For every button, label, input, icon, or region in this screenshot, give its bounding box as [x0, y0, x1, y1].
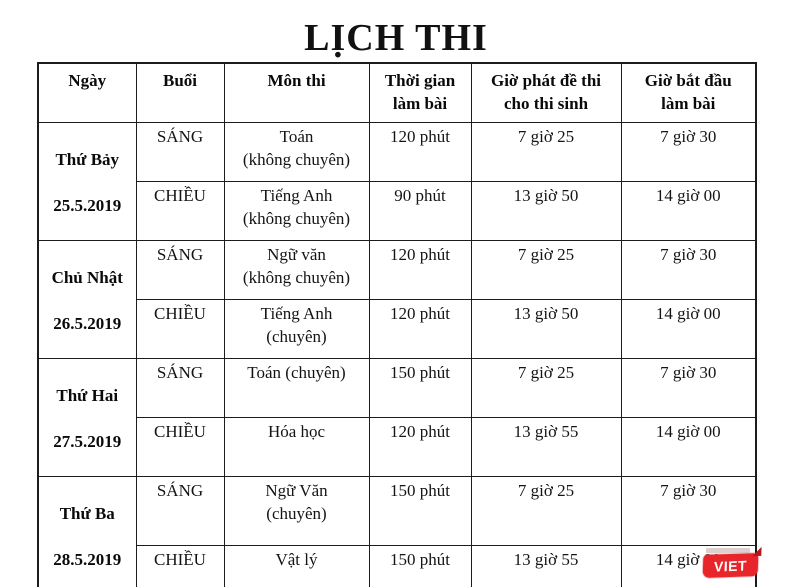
col-header-handout-time: Giờ phát đề thi cho thi sinh: [470, 62, 622, 123]
col-header-subject: Môn thi: [223, 62, 370, 123]
col-header-session: Buổi: [135, 62, 225, 123]
duration-cell: 150 phút: [368, 476, 472, 546]
session-cell: SÁNG: [135, 240, 225, 300]
watermark-smudge: [706, 548, 750, 553]
viet-logo-badge: VIET: [702, 546, 762, 578]
table-row: Thứ Hai 27.5.2019 SÁNG Toán (chuyên) 150…: [37, 358, 757, 477]
duration-cell: 150 phút: [368, 544, 472, 587]
duration-cell: 120 phút: [368, 417, 472, 477]
handout-time-cell: 13 giờ 55: [470, 544, 622, 587]
handout-time-cell: 13 giờ 50: [470, 299, 622, 359]
subject-cell: Ngữ văn (không chuyên): [223, 240, 370, 300]
start-time-cell: 7 giờ 30: [620, 240, 757, 300]
duration-cell: 120 phút: [368, 240, 472, 300]
start-time-cell: 14 giờ 00: [620, 181, 757, 241]
session-cell: CHIỀU: [135, 181, 225, 241]
day-cell: Thứ Hai 27.5.2019: [37, 358, 137, 477]
handout-time-cell: 13 giờ 55: [470, 417, 622, 477]
day-label: Thứ Bảy: [55, 150, 120, 169]
subject-cell: Vật lý: [223, 544, 370, 587]
handout-time-cell: 7 giờ 25: [470, 476, 622, 546]
start-time-cell: 7 giờ 30: [620, 476, 757, 546]
col-header-duration: Thời gian làm bài: [368, 62, 472, 123]
viet-logo-text: VIET: [713, 556, 748, 575]
session-cell: SÁNG: [135, 476, 225, 546]
table-row: CHIỀU Tiếng Anh (không chuyên) 90 phút 1…: [38, 181, 757, 241]
subject-cell: Toán (không chuyên): [223, 122, 370, 182]
table-row: Chủ Nhật 26.5.2019 SÁNG Ngữ văn (không c…: [37, 240, 757, 359]
day-cell: Chủ Nhật 26.5.2019: [37, 240, 137, 359]
date-label: 28.5.2019: [53, 550, 122, 569]
day-label: Chủ Nhật: [51, 268, 123, 287]
duration-cell: 90 phút: [368, 181, 472, 241]
date-label: 25.5.2019: [53, 196, 122, 215]
col-header-day: Ngày: [37, 62, 137, 123]
duration-cell: 150 phút: [368, 358, 472, 418]
folded-corner-icon: [752, 546, 762, 557]
start-time-cell: 14 giờ 00: [620, 299, 757, 359]
session-cell: CHIỀU: [135, 417, 225, 477]
duration-cell: 120 phút: [368, 122, 472, 182]
start-time-cell: 7 giờ 30: [620, 358, 757, 418]
day-cell: Thứ Bảy 25.5.2019: [37, 122, 137, 241]
subject-cell: Tiếng Anh (chuyên): [223, 299, 370, 359]
date-label: 27.5.2019: [53, 432, 122, 451]
exam-schedule-table: Ngày Buổi Môn thi Thời gian làm bài Giờ …: [37, 62, 757, 587]
start-time-cell: 7 giờ 30: [620, 122, 757, 182]
handout-time-cell: 7 giờ 25: [470, 358, 622, 418]
session-cell: CHIỀU: [135, 544, 225, 587]
start-time-cell: 14 giờ 00: [620, 417, 757, 477]
table-row: Thứ Bảy 25.5.2019 SÁNG Toán (không chuyê…: [37, 122, 757, 241]
handout-time-cell: 13 giờ 50: [470, 181, 622, 241]
date-label: 26.5.2019: [53, 314, 122, 333]
table-row: Thứ Ba 28.5.2019 SÁNG Ngữ Văn (chuyên) 1…: [37, 476, 757, 587]
header-row: Ngày Buổi Môn thi Thời gian làm bài Giờ …: [37, 62, 757, 123]
session-cell: SÁNG: [135, 358, 225, 418]
subject-cell: Toán (chuyên): [223, 358, 370, 418]
schedule-document: LỊCH THI Ngày Buổi Môn thi Thời gian làm…: [37, 0, 757, 587]
day-label: Thứ Hai: [56, 386, 119, 405]
subject-cell: Ngữ Văn (chuyên): [223, 476, 370, 546]
table-row: CHIỀU Tiếng Anh (chuyên) 120 phút 13 giờ…: [38, 299, 757, 359]
subject-cell: Tiếng Anh (không chuyên): [223, 181, 370, 241]
day-label: Thứ Ba: [59, 504, 115, 523]
day-cell: Thứ Ba 28.5.2019: [37, 476, 137, 587]
handout-time-cell: 7 giờ 25: [470, 122, 622, 182]
col-header-start-time: Giờ bắt đầu làm bài: [620, 62, 757, 123]
handout-time-cell: 7 giờ 25: [470, 240, 622, 300]
duration-cell: 120 phút: [368, 299, 472, 359]
table-row: CHIỀU Hóa học 120 phút 13 giờ 55 14 giờ …: [38, 417, 757, 477]
subject-cell: Hóa học: [223, 417, 370, 477]
session-cell: SÁNG: [135, 122, 225, 182]
table-row: CHIỀU Vật lý 150 phút 13 giờ 55 14 giờ 0…: [38, 544, 757, 587]
page-title: LỊCH THI: [304, 17, 488, 59]
session-cell: CHIỀU: [135, 299, 225, 359]
